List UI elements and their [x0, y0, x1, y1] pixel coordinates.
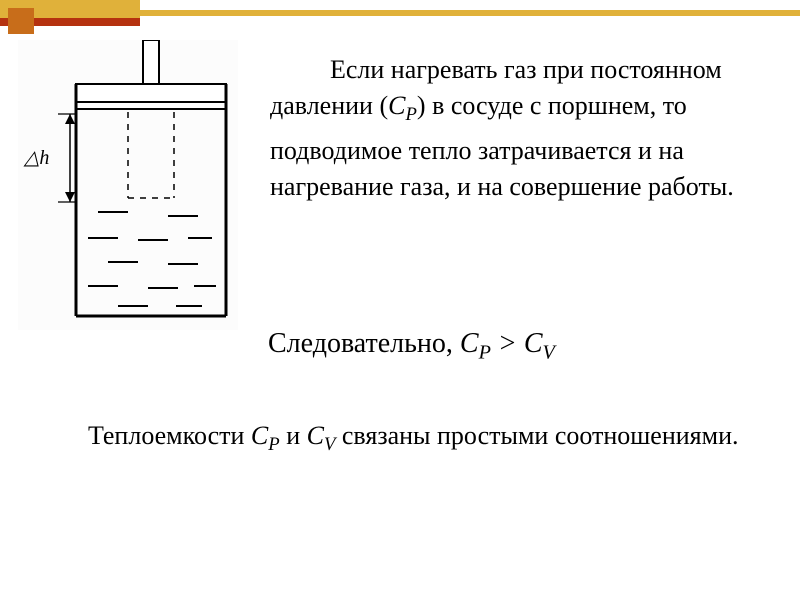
body-paragraph-2: Следовательно, СP > СV	[268, 326, 788, 371]
piston-diagram: △h	[18, 40, 238, 330]
and-word: и	[280, 421, 307, 450]
template-topbar	[0, 0, 800, 26]
para3-prefix: Теплоемкости	[88, 421, 251, 450]
topbar-segment	[8, 8, 34, 34]
para3-tail: связаны простыми соотношениями.	[335, 421, 738, 450]
para2-comma: ,	[446, 328, 460, 359]
body-paragraph-3: Теплоемкости СP и СV связаны простыми со…	[40, 418, 770, 463]
subscript-P: P	[405, 104, 416, 125]
subscript-P3: P	[268, 434, 279, 455]
symbol-C5: С	[307, 421, 324, 450]
subscript-V2: V	[324, 434, 335, 455]
piston-svg: △h	[18, 40, 238, 330]
gt-sign: >	[491, 328, 524, 359]
body-paragraph-1: Если нагревать газ при постоянном давлен…	[270, 52, 785, 205]
symbol-C: С	[388, 91, 405, 120]
symbol-C2: С	[460, 328, 479, 359]
subscript-P2: P	[479, 342, 491, 364]
para2-prefix: Следовательно	[268, 328, 446, 359]
topbar-segment	[140, 10, 800, 16]
subscript-V: V	[543, 342, 555, 364]
symbol-C4: С	[251, 421, 268, 450]
delta-h-label: △h	[23, 147, 49, 169]
symbol-C3: С	[524, 328, 543, 359]
